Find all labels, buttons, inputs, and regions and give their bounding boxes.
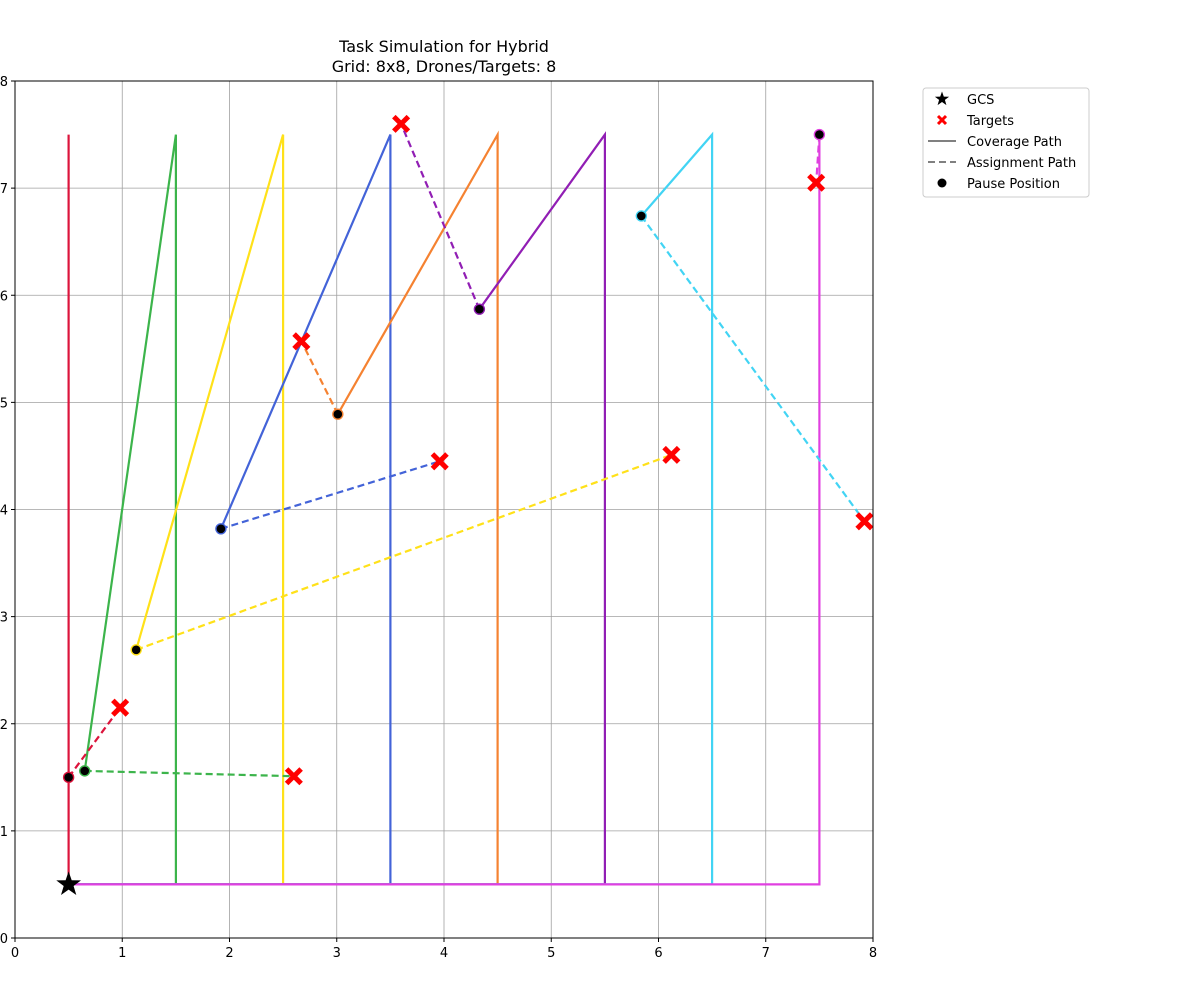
y-tick-label: 4 <box>0 504 8 519</box>
pause-positions-layer <box>62 128 826 784</box>
legend-label: Targets <box>966 114 1014 129</box>
target-stroke <box>430 452 449 471</box>
assignment-path-drone-7 <box>640 215 866 522</box>
target-marker-1 <box>111 698 130 717</box>
y-tick-label: 1 <box>0 825 8 840</box>
x-tick-label: 5 <box>547 946 555 961</box>
target-stroke <box>392 114 411 133</box>
pause-position-drone-1 <box>62 771 75 784</box>
x-tick-label: 6 <box>654 946 662 961</box>
legend-dot-icon <box>937 178 947 188</box>
pause-position-drone-6 <box>473 303 486 315</box>
x-tick-label: 1 <box>118 946 126 961</box>
pause-position-drone-3 <box>130 644 142 656</box>
assignment-path-drone-1 <box>67 707 121 778</box>
assignment-path-drone-8 <box>815 134 821 183</box>
target-marker-3 <box>430 452 449 471</box>
axis-ticks: 0 1 2 3 4 5 6 7 8 0 1 2 3 4 5 6 7 8 <box>0 75 877 961</box>
assignment-path-drone-5 <box>300 340 339 415</box>
drone-paths <box>67 123 866 886</box>
target-stroke <box>284 767 303 786</box>
assignment-path-drone-3 <box>135 453 672 651</box>
x-tick-label: 4 <box>440 946 448 961</box>
x-tick-label: 3 <box>333 946 341 961</box>
coverage-path-drone-8 <box>68 134 821 886</box>
x-tick-label: 7 <box>762 946 770 961</box>
legend-entry-4: Assignment Path <box>928 156 1076 171</box>
x-tick-label: 2 <box>225 946 233 961</box>
y-tick-label: 3 <box>0 611 8 626</box>
gcs-layer <box>56 871 81 895</box>
legend-entry-5: Pause Position <box>937 177 1060 192</box>
target-marker-4 <box>292 332 311 351</box>
assignment-path-drone-2 <box>84 769 294 778</box>
legend-box <box>922 87 1090 198</box>
target-marker-2 <box>284 767 303 786</box>
y-tick-label: 5 <box>0 396 8 411</box>
legend-star-icon <box>934 91 950 106</box>
legend: GCS Targets Coverage Path Assignment Path Pa… <box>922 87 1090 198</box>
pause-position-drone-2 <box>79 765 91 777</box>
assignment-path-drone-4 <box>220 460 441 530</box>
target-stroke <box>292 332 311 351</box>
target-marker-6 <box>662 445 681 464</box>
target-marker-5 <box>392 114 411 133</box>
gcs-marker <box>56 871 81 895</box>
target-marker-8 <box>807 173 826 192</box>
y-tick-label: 7 <box>0 182 8 197</box>
pause-position-drone-5 <box>332 408 344 420</box>
chart-title: Task Simulation for Hybrid <box>338 37 549 56</box>
y-tick-label: 2 <box>0 718 8 733</box>
legend-label: Pause Position <box>967 177 1060 192</box>
pause-position-drone-4 <box>215 523 227 535</box>
targets-layer <box>111 114 874 786</box>
target-stroke <box>807 173 826 192</box>
y-tick-label: 6 <box>0 289 8 304</box>
chart-subtitle: Grid: 8x8, Drones/Targets: 8 <box>332 57 557 76</box>
x-tick-label: 0 <box>11 946 19 961</box>
target-stroke <box>662 445 681 464</box>
grid <box>14 80 874 939</box>
target-stroke <box>855 512 874 531</box>
legend-entry-2: Targets <box>936 114 1014 129</box>
legend-label: Coverage Path <box>967 135 1062 150</box>
legend-label: Assignment Path <box>967 156 1076 171</box>
y-tick-label: 8 <box>0 75 8 90</box>
legend-entry-1: GCS <box>934 91 994 108</box>
legend-label: GCS <box>967 93 994 108</box>
pause-position-drone-7 <box>635 210 648 222</box>
y-tick-label: 0 <box>0 932 8 947</box>
legend-x-icon <box>936 114 948 126</box>
target-stroke <box>111 698 130 717</box>
assignment-path-drone-6 <box>400 123 481 310</box>
x-tick-label: 8 <box>869 946 877 961</box>
pause-position-drone-8 <box>813 128 826 141</box>
target-marker-7 <box>855 512 874 531</box>
legend-entry-3: Coverage Path <box>928 135 1062 150</box>
